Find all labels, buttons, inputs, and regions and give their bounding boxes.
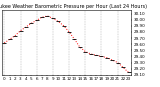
Title: Milwaukee Weather Barometric Pressure per Hour (Last 24 Hours): Milwaukee Weather Barometric Pressure pe… xyxy=(0,4,147,9)
